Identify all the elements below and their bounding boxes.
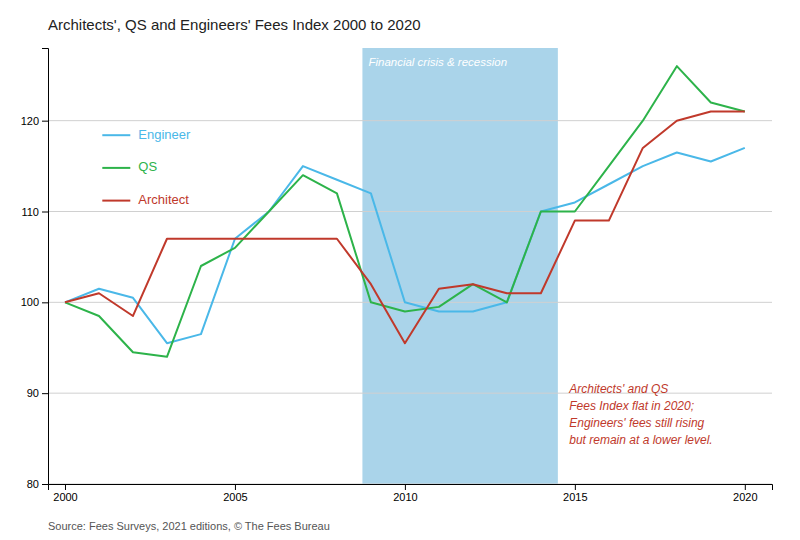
x-tick: 2005	[223, 484, 247, 503]
y-axis: 80 90 100 110 120	[21, 49, 49, 491]
x-tick-label: 2010	[393, 491, 417, 503]
y-tick-mark	[42, 121, 48, 122]
series-line	[65, 112, 745, 344]
x-tick-label: 2015	[563, 491, 587, 503]
legend-label: Engineer	[138, 127, 191, 142]
series-line	[65, 66, 745, 357]
shaded-region	[362, 48, 557, 484]
grid-line	[48, 120, 772, 121]
legend-label: QS	[138, 159, 157, 174]
legend-swatch	[102, 134, 130, 136]
annotation-line: but remain at a lower level.	[569, 433, 712, 447]
x-tick-label: 2000	[53, 491, 77, 503]
legend-swatch	[102, 200, 130, 202]
y-tick-label: 120	[21, 115, 39, 127]
x-tick: 2010	[393, 484, 417, 503]
x-tick-mark	[65, 484, 66, 490]
legend-item: QS	[102, 159, 157, 174]
y-tick: 90	[27, 387, 48, 399]
y-tick: 100	[21, 296, 48, 308]
series-line	[65, 148, 745, 343]
y-tick-label: 110	[21, 206, 39, 218]
y-tick-mark	[42, 484, 48, 485]
y-tick: 80	[27, 478, 48, 490]
grid-line	[48, 211, 772, 212]
spans	[362, 48, 557, 484]
y-tick: 110	[21, 206, 48, 218]
y-axis-line	[42, 49, 49, 485]
x-tick-mark	[405, 484, 406, 490]
y-tick-label: 80	[27, 478, 39, 490]
legend: Engineer QS Architect	[102, 127, 191, 207]
y-tick: 120	[21, 115, 48, 127]
x-tick-label: 2020	[733, 491, 757, 503]
x-axis-line	[49, 485, 773, 491]
x-tick: 2015	[563, 484, 587, 503]
y-tick-mark	[42, 212, 48, 213]
source: Source: Fees Surveys, 2021 editions, © T…	[48, 520, 330, 532]
annotation: Architects' and QS Fees Index flat in 202…	[568, 382, 712, 447]
y-tick-mark	[42, 393, 48, 394]
x-tick: 2020	[733, 484, 757, 503]
annotation-line: Architects' and QS	[568, 382, 668, 396]
y-tick-label: 100	[21, 296, 39, 308]
chart: 2000 2005 2010 2015 2020 80 90 100 110 120 Financi…	[0, 0, 800, 540]
lines	[65, 66, 745, 357]
plot: 2000 2005 2010 2015 2020 80 90 100 110 120 Financi…	[21, 48, 773, 503]
texts: Financial crisis & recession Architects' …	[368, 56, 712, 447]
y-tick-mark	[42, 302, 48, 303]
legend-item: Architect	[102, 192, 189, 207]
annotation-line: Fees Index flat in 2020;	[569, 399, 694, 413]
grid	[48, 121, 772, 484]
legend-swatch	[102, 167, 130, 169]
x-tick: 2000	[53, 484, 77, 503]
y-tick-label: 90	[27, 387, 39, 399]
x-tick-mark	[575, 484, 576, 490]
x-tick-label: 2005	[223, 491, 247, 503]
x-axis: 2000 2005 2010 2015 2020	[49, 484, 773, 503]
annotation-line: Engineers' fees still rising	[569, 416, 704, 430]
legend-item: Engineer	[102, 127, 191, 142]
title: Architects', QS and Engineers' Fees Inde…	[48, 16, 421, 33]
shaded-region-label: Financial crisis & recession	[368, 56, 507, 68]
x-tick-mark	[745, 484, 746, 490]
legend-label: Architect	[138, 192, 189, 207]
x-tick-mark	[235, 484, 236, 490]
